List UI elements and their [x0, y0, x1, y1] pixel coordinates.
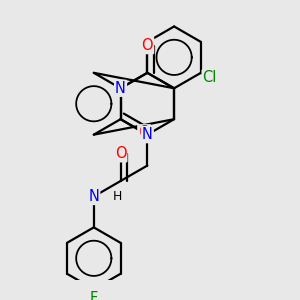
Text: F: F — [90, 290, 98, 300]
Text: N: N — [115, 81, 126, 96]
Text: N: N — [142, 127, 153, 142]
Text: H: H — [112, 190, 122, 203]
Text: Cl: Cl — [202, 70, 217, 86]
Text: O: O — [142, 38, 153, 53]
Text: O: O — [138, 125, 150, 140]
Text: N: N — [88, 189, 99, 204]
Text: O: O — [115, 146, 126, 161]
